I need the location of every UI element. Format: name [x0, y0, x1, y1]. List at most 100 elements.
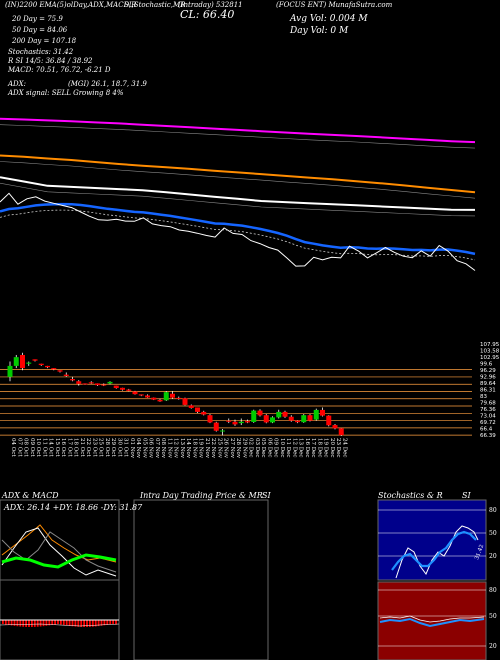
macd-histogram-bar [33, 620, 36, 627]
date-axis-label: 28 Oct [104, 438, 110, 457]
date-axis-label: 18 Dec [316, 438, 322, 458]
candle-body [326, 415, 332, 426]
candle-body [245, 421, 250, 423]
close-price-line [0, 192, 476, 271]
date-axis-label: 09 Oct [29, 438, 35, 457]
candle-body [182, 398, 188, 405]
sma20-label: 20 Day = 75.9 [12, 15, 63, 23]
candle-body [213, 422, 219, 431]
date-axis-label: 04 Nov [135, 438, 141, 459]
macd-histogram-bar [10, 620, 13, 626]
macd-histogram-bar [57, 620, 59, 625]
adx-line-2 [1, 531, 117, 573]
candle-body [76, 381, 82, 384]
stoch-tick-label: 50 [489, 530, 497, 537]
macd-histogram-bar [39, 620, 42, 627]
rsi-tick-label: 50 [489, 613, 497, 620]
ma-line-50day [0, 154, 476, 194]
adx-panel-title: ADX & MACD [2, 491, 59, 500]
macd-histogram-bar [19, 620, 22, 627]
macd-signal-line [0, 623, 120, 627]
macd-histogram-bar [42, 620, 45, 627]
candle-body [170, 393, 175, 398]
macd-label: MACD: 70.51, 76.72, -6.21 D [8, 66, 111, 74]
candle-body [101, 384, 107, 386]
stochastics-label: Stochastics: 31.42 [8, 48, 74, 56]
ma-shadow-line-1 [0, 161, 476, 199]
macd-histogram-bar [100, 620, 103, 626]
date-axis: 04 Oct 07 Oct 08 Oct 09 Oct 10 Oct 11 Oct 14 O… [10, 438, 347, 459]
candle-body [70, 379, 75, 381]
candle-body [113, 385, 119, 389]
stoch-k-line [395, 525, 479, 579]
candle-body [301, 415, 307, 423]
date-axis-label: 24 Dec [341, 438, 347, 458]
macd-histogram-bar [68, 620, 71, 626]
price-axis-label: 103.58 [480, 349, 500, 355]
price-axis-label: 92.96 [480, 375, 496, 381]
macd-histogram-bar [74, 620, 77, 627]
ema-line [0, 202, 476, 256]
candle-body [176, 397, 182, 399]
ma-line-200day [0, 117, 476, 144]
macd-histogram-bar [103, 620, 106, 626]
stoch-panel-title: Stochastics & R [378, 491, 443, 500]
candle-body [251, 410, 257, 422]
macd-histogram-bar [54, 620, 56, 625]
adx-label: ADX: [8, 80, 27, 88]
candle-body [51, 368, 57, 370]
date-axis-label: 08 Oct [23, 438, 29, 457]
macd-histogram-bar [45, 620, 48, 626]
adx-macd-panel [0, 499, 120, 660]
candle-body [107, 381, 113, 384]
date-axis-label: 06 Nov [148, 438, 154, 459]
price-axis-label: 107.95 [480, 342, 500, 348]
candle-body [188, 405, 194, 408]
stoch-tick-label: 20 [489, 553, 497, 560]
price-axis-label: 96.29 [480, 368, 496, 374]
date-axis-label: 17 Oct [66, 438, 72, 457]
rsi-tick-label: 80 [489, 587, 497, 594]
candle-body [295, 420, 300, 423]
date-axis-label: 18 Oct [73, 438, 79, 457]
macd-histogram-bar [112, 620, 114, 625]
date-axis-label: 19 Dec [323, 438, 329, 458]
adx-signal: ADX signal: SELL Growing 8 4% [8, 89, 124, 97]
candle-body [163, 392, 169, 401]
header-indicators: (IN)2200 EMA(5)olDay,ADX,MACD,R [5, 1, 137, 9]
candle-body [32, 359, 38, 361]
candle-body [26, 362, 32, 364]
macd-histogram-bar [77, 620, 80, 627]
date-axis-label: 25 Oct [98, 438, 104, 457]
candle-body [307, 415, 313, 421]
avg-volume: Avg Vol: 0.004 M [290, 14, 368, 24]
date-axis-label: 31 Oct [123, 438, 129, 457]
candle-body [282, 411, 288, 417]
candle-body [226, 420, 232, 422]
candle-body [238, 421, 244, 424]
macd-histogram-bar [31, 620, 33, 627]
date-axis-label: 13 Dec [298, 438, 304, 458]
rsi-tick-label: 20 [489, 643, 497, 650]
header-indicators-2: SI,Stochastic,MR [124, 1, 186, 9]
price-axis-label: 86.31 [480, 388, 496, 394]
header-company: (FOCUS ENT) MunafaSutra.com [276, 1, 393, 9]
date-axis-label: 22 Oct [85, 438, 91, 457]
price-axis-label: 76.36 [480, 407, 496, 413]
candle-body [320, 409, 325, 416]
candle-body [120, 387, 125, 390]
stochastics-rsi-panel: 80 50 20 31.42 80 50 20 [377, 499, 497, 660]
candle-body [88, 382, 94, 384]
macd-histogram-bar [97, 620, 100, 627]
date-axis-label: 11 Dec [285, 438, 291, 458]
candle-body [45, 365, 50, 368]
close-price: CL: 66.40 [180, 8, 235, 21]
macd-histogram-bar [48, 620, 51, 626]
macd-histogram-bar [86, 620, 88, 627]
macd-histogram-bar [89, 620, 91, 627]
macd-histogram-bar [71, 620, 74, 627]
date-axis-label: 16 Oct [60, 438, 66, 457]
stoch-value-label: 31.42 [474, 544, 485, 561]
date-axis-label: 14 Nov [185, 438, 191, 459]
